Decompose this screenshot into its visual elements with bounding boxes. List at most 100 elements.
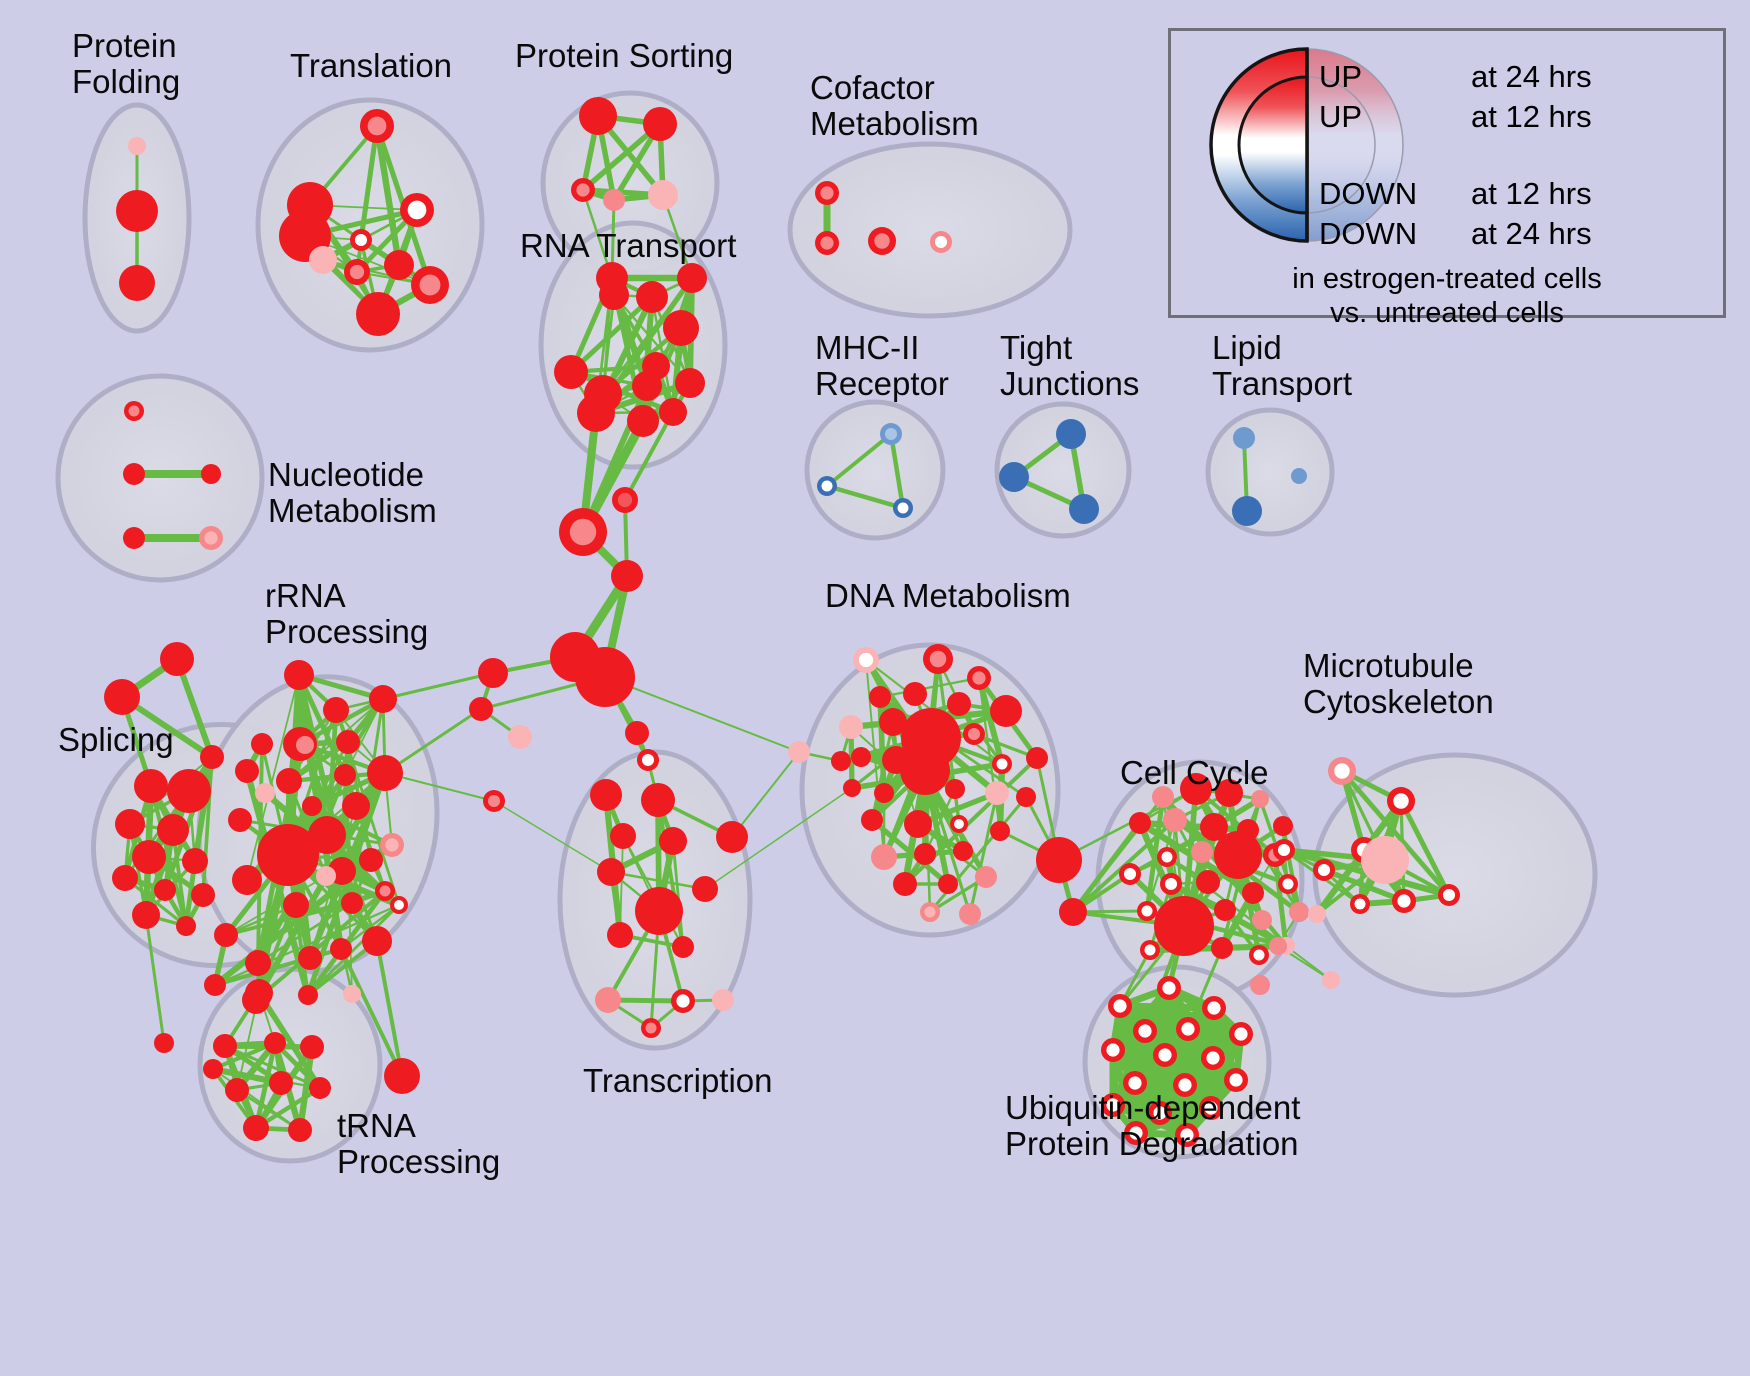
cluster-label-protein-folding: Protein Folding [72, 27, 181, 100]
network-node [251, 733, 273, 755]
network-node [232, 865, 262, 895]
network-node [1175, 1123, 1199, 1147]
network-node [132, 901, 160, 929]
network-node [597, 858, 625, 886]
network-node [104, 679, 140, 715]
network-node [815, 231, 839, 255]
network-edge [344, 698, 384, 776]
cluster-label-microtubule-cytoskeleton: Microtubule Cytoskeleton [1303, 647, 1494, 720]
network-node [871, 844, 897, 870]
network-edge [870, 720, 895, 822]
network-edge [383, 707, 483, 775]
network-node [938, 874, 958, 894]
network-node [575, 647, 635, 707]
network-node [200, 745, 224, 769]
network-node [1056, 419, 1086, 449]
network-edge [704, 787, 853, 890]
network-edge [623, 410, 675, 502]
network-node [990, 821, 1010, 841]
network-edge [381, 671, 495, 701]
network-edge [731, 751, 800, 838]
network-edge [375, 939, 404, 1078]
network-node [1173, 1073, 1197, 1097]
network-node [571, 178, 595, 202]
network-node [342, 792, 370, 820]
network-node [641, 1018, 661, 1038]
network-node [1289, 902, 1309, 922]
network-node [712, 989, 734, 1011]
cluster-label-nucleotide-metabolism: Nucleotide Metabolism [268, 456, 437, 529]
network-node [641, 783, 675, 817]
network-node [350, 229, 372, 251]
network-edge [1285, 945, 1332, 981]
legend-caption-line2: vs. untreated cells [1330, 297, 1564, 329]
network-node [1199, 1096, 1223, 1120]
network-node [269, 1071, 293, 1095]
network-node [1191, 841, 1213, 863]
network-node [1252, 910, 1272, 930]
network-node [625, 721, 649, 745]
network-node [302, 796, 322, 816]
network-node [839, 715, 863, 739]
network-node [893, 872, 917, 896]
network-node [343, 985, 361, 1003]
network-node [309, 1077, 331, 1099]
network-edge [972, 732, 1039, 760]
network-node [1176, 1017, 1200, 1041]
network-node [1129, 812, 1151, 834]
network-node [672, 936, 694, 958]
network-node [930, 231, 952, 253]
network-edge [1272, 852, 1289, 949]
cluster-label-protein-sorting: Protein Sorting [515, 37, 734, 74]
network-node [603, 189, 625, 211]
network-node [1224, 1068, 1248, 1092]
network-node [384, 250, 414, 280]
network-edge [604, 676, 800, 753]
legend-up-12-label: UP [1319, 99, 1363, 134]
network-node [843, 779, 861, 797]
network-node [990, 695, 1022, 727]
network-node [1308, 905, 1326, 923]
network-node [637, 749, 659, 771]
cluster-label-splicing: Splicing [58, 721, 174, 758]
network-node [999, 462, 1029, 492]
network-node [1242, 882, 1264, 904]
network-node [1196, 870, 1220, 894]
network-node [400, 193, 434, 227]
network-node [1180, 773, 1212, 805]
network-node [369, 685, 397, 713]
cluster-label-trna-processing: tRNA Processing [337, 1107, 501, 1180]
network-node [1229, 1022, 1253, 1046]
network-edge [888, 431, 906, 511]
network-node [648, 180, 678, 210]
cluster-hull-cofactor-metabolism [787, 141, 1073, 319]
network-node [992, 754, 1012, 774]
network-node [611, 560, 643, 592]
network-node [390, 896, 408, 914]
network-edge [1339, 768, 1452, 898]
network-node [671, 989, 695, 1013]
cluster-label-dna-metabolism: DNA Metabolism [825, 577, 1071, 614]
network-edge [1109, 1076, 1240, 1109]
network-node [123, 463, 145, 485]
network-node [612, 487, 638, 513]
network-node [214, 923, 238, 947]
network-node [663, 310, 699, 346]
network-node [1160, 873, 1182, 895]
network-edge [915, 790, 1000, 827]
network-node [176, 916, 196, 936]
network-node [1438, 884, 1460, 906]
network-node [1251, 790, 1269, 808]
network-node [191, 883, 215, 907]
network-node [1101, 1093, 1125, 1117]
network-node [1154, 896, 1214, 956]
network-node [1215, 779, 1243, 807]
network-node [1250, 975, 1270, 995]
network-node [154, 879, 176, 901]
network-node [288, 1118, 312, 1142]
network-node [853, 647, 879, 673]
network-node [1233, 427, 1255, 449]
network-node [384, 1058, 420, 1094]
network-edge [825, 432, 893, 488]
